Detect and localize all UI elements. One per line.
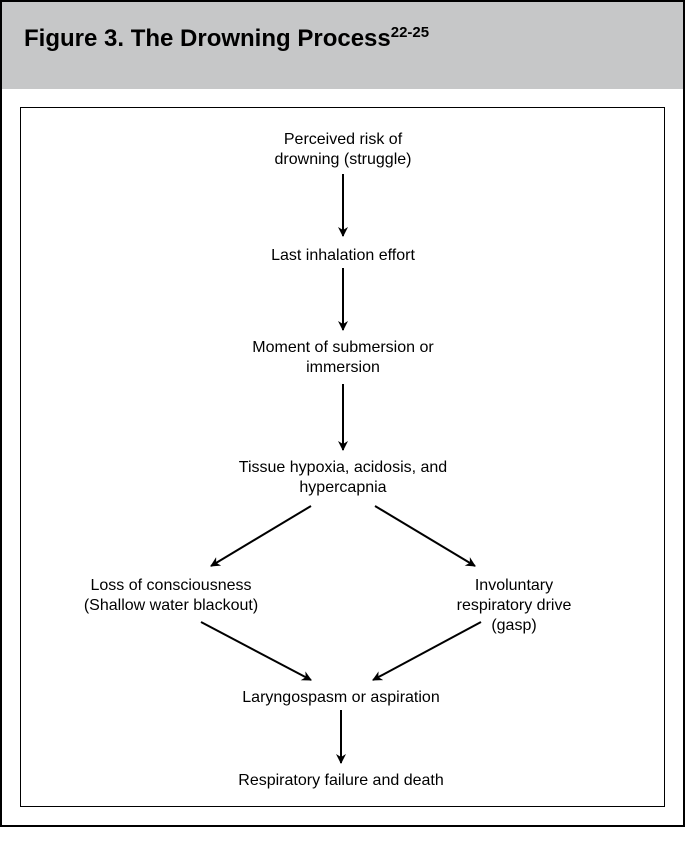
flowchart-area: Perceived risk of drowning (struggle) Las… (20, 107, 665, 807)
flowchart-edge (211, 506, 311, 566)
flowchart-node: Perceived risk of drowning (struggle) (275, 130, 412, 170)
flowchart-node: Tissue hypoxia, acidosis, and hypercapni… (239, 458, 447, 498)
figure-title-superscript: 22-25 (391, 24, 429, 41)
figure-title: Figure 3. The Drowning Process22-25 (24, 25, 429, 52)
flowchart-node: Laryngospasm or aspiration (242, 688, 439, 708)
flowchart-node: Moment of submersion or immersion (252, 338, 433, 378)
figure-container: Figure 3. The Drowning Process22-25 Perc… (0, 0, 685, 827)
figure-title-bar: Figure 3. The Drowning Process22-25 (2, 2, 683, 89)
flowchart-node: Involuntary respiratory drive (gasp) (439, 576, 589, 636)
flowchart-edge (375, 506, 475, 566)
flowchart-edge (201, 622, 311, 680)
flowchart-node: Respiratory failure and death (238, 771, 443, 791)
flowchart-node: Last inhalation effort (271, 246, 415, 266)
figure-title-text: Figure 3. The Drowning Process (24, 25, 391, 52)
flowchart-node: Loss of consciousness (Shallow water bla… (84, 576, 258, 616)
